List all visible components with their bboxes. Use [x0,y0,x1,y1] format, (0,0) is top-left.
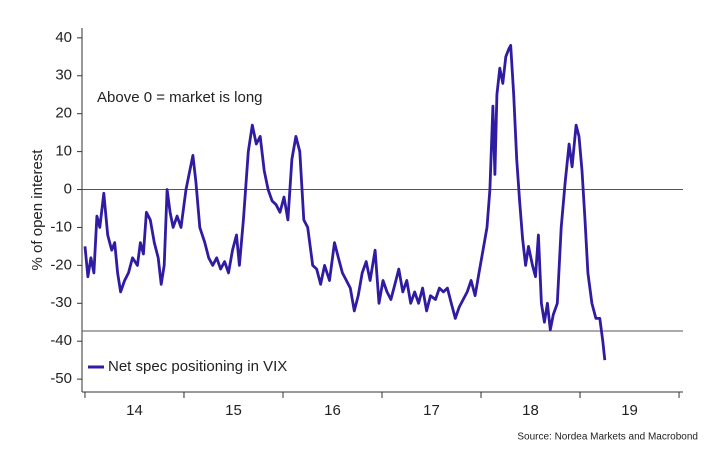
y-tick-label: 40 [55,29,72,46]
y-tick-label: -50 [50,370,72,387]
x-tick-label: 15 [225,402,242,419]
y-tick-label: 10 [55,143,72,160]
y-tick-label: -20 [50,256,72,273]
y-tick-label: -30 [50,294,72,311]
y-tick-label: 0 [64,180,72,197]
y-tick-label: 20 [55,105,72,122]
series-line [83,44,607,361]
x-tick-label: 16 [324,402,341,419]
annotation: Above 0 = market is long [97,89,263,106]
x-tick-label: 17 [423,402,440,419]
y-tick-label: 30 [55,67,72,84]
y-tick-label: -40 [50,332,72,349]
x-tick-label: 14 [126,402,143,419]
legend-label: Net spec positioning in VIX [108,358,287,375]
source: Source: Nordea Markets and Macrobond [517,432,698,443]
y-tick-label: -10 [50,218,72,235]
x-tick-label: 19 [621,402,638,419]
x-tick-label: 18 [522,402,539,419]
y-axis-label: % of open interest [29,149,46,271]
